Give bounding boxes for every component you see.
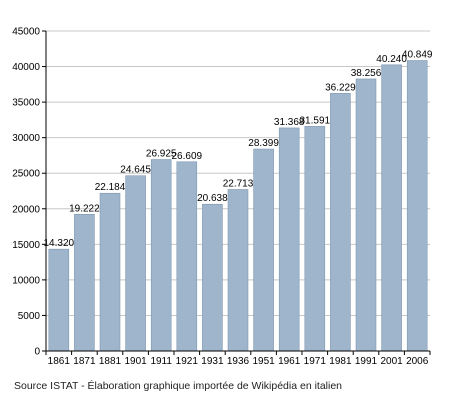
y-tick-label: 20000 — [12, 204, 40, 215]
x-tick-label: 1981 — [329, 356, 352, 367]
bars — [48, 60, 428, 352]
y-tick-label: 40000 — [12, 62, 40, 73]
axes — [42, 30, 431, 355]
x-tick-label: 1861 — [48, 356, 71, 367]
x-tick-label: 2001 — [380, 356, 403, 367]
x-tick-label: 1901 — [124, 356, 147, 367]
x-tick-label: 1881 — [99, 356, 122, 367]
y-tick-label: 10000 — [12, 275, 40, 286]
data-label: 28.399 — [248, 138, 279, 149]
x-tick-label: 1911 — [150, 356, 172, 367]
x-tick-label: 2006 — [406, 356, 429, 367]
data-label: 24.645 — [120, 165, 151, 176]
data-label: 20.638 — [197, 193, 228, 204]
x-tick-label: 1931 — [201, 356, 224, 367]
bar — [330, 93, 351, 352]
bar — [99, 192, 121, 352]
y-tick-label: 30000 — [12, 133, 40, 144]
data-label: 36.229 — [325, 82, 356, 93]
y-tick-label: 15000 — [12, 240, 40, 251]
y-tick-label: 25000 — [12, 169, 40, 180]
bar — [355, 78, 377, 352]
data-label: 40.240 — [376, 54, 407, 65]
bar — [406, 60, 428, 352]
bar — [48, 248, 70, 352]
x-tick-label: 1936 — [227, 356, 250, 367]
y-tick-label: 45000 — [12, 27, 40, 38]
bar — [202, 203, 223, 352]
bar — [150, 159, 172, 352]
x-tick-labels: 1861 1871 1881 1901 1911 1921 1931 1936 1951 1961… — [48, 356, 429, 367]
source-caption: Source ISTAT - Élaboration graphique imp… — [14, 380, 343, 392]
data-label: 31.368 — [274, 117, 305, 128]
bar — [125, 175, 146, 352]
bar — [176, 161, 198, 352]
x-tick-label: 1951 — [252, 356, 275, 367]
data-label: 26.609 — [172, 151, 203, 162]
x-tick-label: 1961 — [278, 356, 301, 367]
y-tick-label: 0 — [34, 347, 40, 358]
data-label: 19.222 — [69, 203, 100, 214]
x-tick-label: 1921 — [176, 356, 199, 367]
bar — [74, 214, 95, 352]
x-tick-label: 1991 — [355, 356, 378, 367]
data-label: 14.320 — [44, 238, 75, 249]
data-label: 40.849 — [402, 50, 433, 61]
data-label: 22.713 — [223, 178, 254, 189]
bar — [381, 64, 402, 352]
data-label: 22.184 — [95, 182, 126, 193]
y-tick-labels: 0 5000 10000 15000 20000 25000 30000 35000 40000… — [12, 27, 40, 358]
data-label: 38.256 — [351, 68, 382, 79]
data-label: 26.925 — [146, 149, 177, 160]
x-tick-label: 1971 — [304, 356, 327, 367]
y-tick-label: 5000 — [18, 311, 41, 322]
bar — [304, 126, 326, 352]
data-label: 31.591 — [300, 115, 331, 126]
y-tick-label: 35000 — [12, 98, 40, 109]
x-tick-label: 1871 — [73, 356, 96, 367]
bar — [278, 127, 300, 352]
bar — [253, 148, 274, 352]
bar — [227, 189, 249, 352]
